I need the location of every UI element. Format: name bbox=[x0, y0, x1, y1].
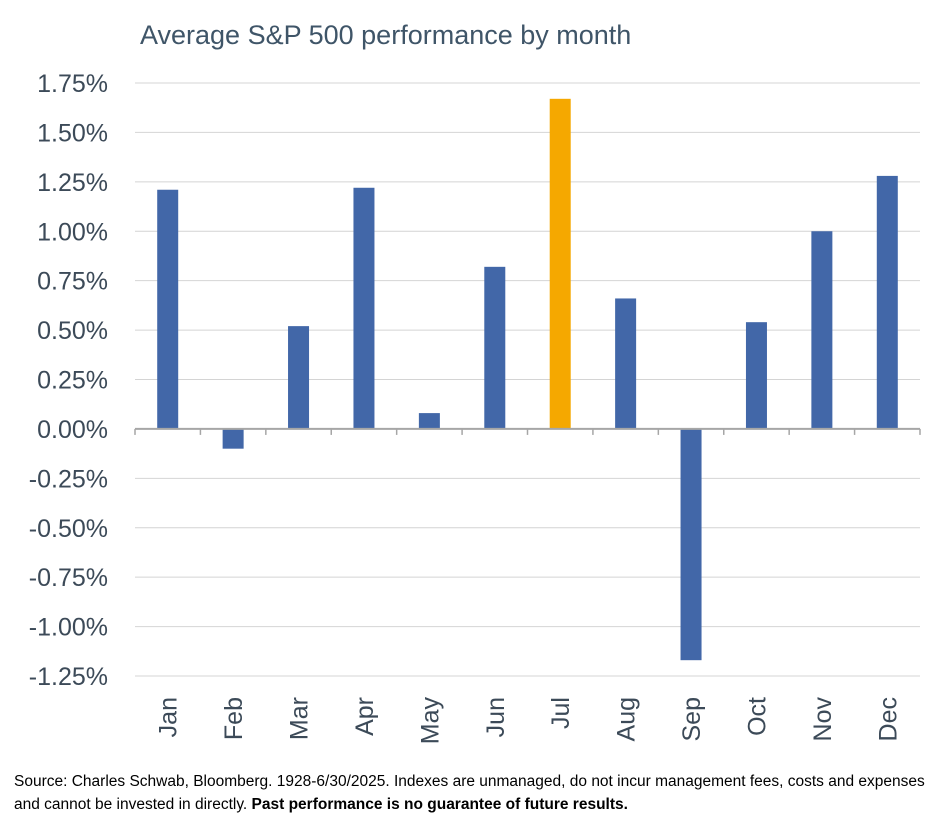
y-tick-label: 1.25% bbox=[37, 169, 108, 197]
source-note: Source: Charles Schwab, Bloomberg. 1928-… bbox=[14, 773, 925, 813]
y-tick-label: 1.50% bbox=[37, 119, 108, 147]
bar-may bbox=[418, 413, 440, 429]
x-tick-label: Jan bbox=[155, 697, 183, 737]
bar-apr bbox=[353, 187, 375, 429]
x-tick-label: Nov bbox=[809, 697, 837, 742]
bar-feb bbox=[222, 428, 244, 449]
y-axis-ticks: 1.75% 1.50% 1.25% 1.00% 0.75% 0.50% 0.25% 0.00%… bbox=[29, 70, 108, 691]
gridlines bbox=[135, 82, 920, 677]
x-tick-label: Apr bbox=[351, 697, 379, 736]
bar-jul bbox=[549, 98, 571, 429]
x-tick-label: May bbox=[416, 697, 444, 745]
bar-oct bbox=[745, 322, 767, 429]
chart-title: Average S&P 500 performance by month bbox=[140, 20, 631, 50]
bar-chart: Average S&P 500 performance by month 1.7… bbox=[29, 20, 921, 745]
bars bbox=[157, 98, 898, 661]
x-tick-label: Aug bbox=[613, 697, 641, 741]
bar-mar bbox=[288, 326, 310, 429]
bar-dec bbox=[876, 175, 898, 429]
y-tick-label: -0.75% bbox=[29, 564, 108, 592]
bar-aug bbox=[615, 298, 637, 429]
y-tick-label: 0.25% bbox=[37, 367, 108, 395]
x-axis-ticks: Jan Feb Mar Apr May Jun Jul Aug Sep Oct Nov Dec bbox=[155, 697, 903, 745]
x-axis bbox=[134, 427, 921, 435]
y-tick-label: -0.25% bbox=[29, 465, 108, 493]
y-tick-label: 0.75% bbox=[37, 268, 108, 296]
x-tick-label: Feb bbox=[220, 697, 248, 740]
x-tick-label: Dec bbox=[874, 697, 902, 741]
y-tick-label: 1.00% bbox=[37, 218, 108, 246]
y-tick-label: 0.00% bbox=[37, 416, 108, 444]
y-tick-label: 0.50% bbox=[37, 317, 108, 345]
x-tick-label: Mar bbox=[286, 697, 314, 740]
x-tick-label: Jul bbox=[547, 697, 575, 729]
bar-nov bbox=[811, 231, 833, 429]
y-tick-label: -1.00% bbox=[29, 614, 108, 642]
bar-jun bbox=[484, 266, 506, 429]
chart-footer: Source: Charles Schwab, Bloomberg. 1928-… bbox=[14, 770, 942, 816]
x-tick-label: Oct bbox=[743, 697, 771, 736]
x-tick-label: Jun bbox=[482, 697, 510, 737]
disclaimer: Past performance is no guarantee of futu… bbox=[251, 796, 628, 813]
y-tick-label: 1.75% bbox=[37, 70, 108, 98]
x-tick-label: Sep bbox=[678, 697, 706, 741]
bar-jan bbox=[157, 189, 179, 429]
y-tick-label: -1.25% bbox=[29, 663, 108, 691]
y-tick-label: -0.50% bbox=[29, 515, 108, 543]
bar-sep bbox=[680, 428, 702, 661]
